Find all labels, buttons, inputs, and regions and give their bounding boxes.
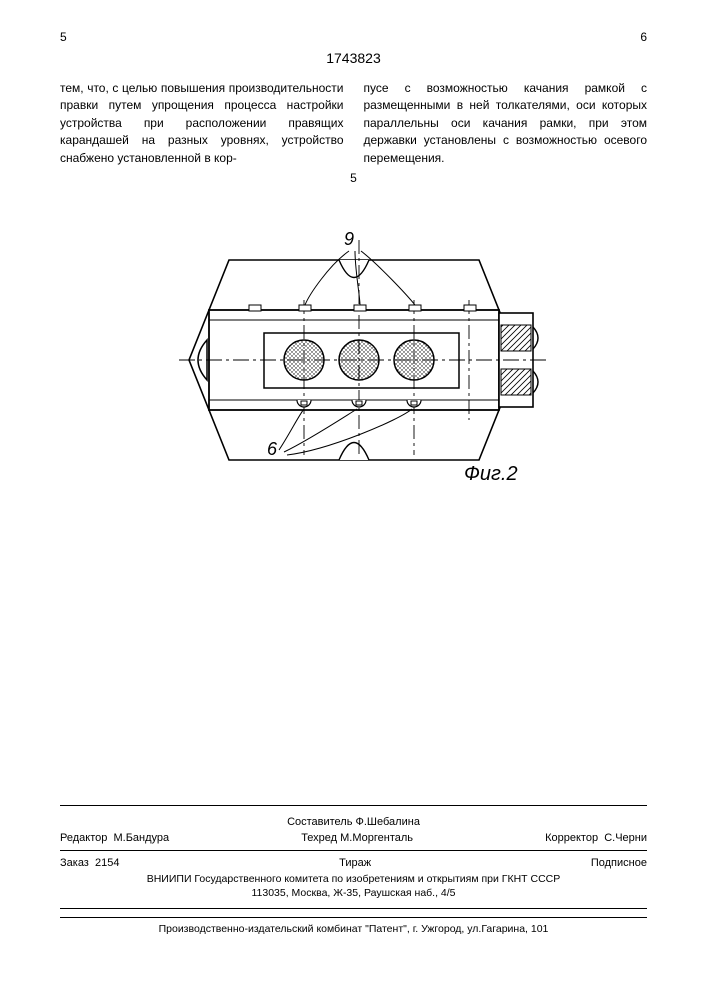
document-number: 1743823 bbox=[60, 50, 647, 66]
blank-space bbox=[60, 505, 647, 785]
patent-page: 5 6 1743823 тем, что, с целью повышения … bbox=[0, 0, 707, 1000]
callout-6: 6 bbox=[267, 439, 278, 459]
page-number-row: 5 6 bbox=[60, 30, 647, 44]
techred-cell: Техред М.Моргенталь bbox=[301, 832, 413, 844]
circulation-cell: Тираж bbox=[339, 857, 371, 869]
compiler-line: Составитель Ф.Шебалина bbox=[60, 816, 647, 828]
figure-2: 9 6 Фиг.2 bbox=[149, 205, 559, 505]
page-number-right: 6 bbox=[640, 30, 647, 44]
page-number-left: 5 bbox=[60, 30, 67, 44]
publisher-block: ВНИИПИ Государственного комитета по изоб… bbox=[60, 873, 647, 900]
credits-row-2: Заказ 2154 Тираж Подписное bbox=[60, 850, 647, 869]
callout-9: 9 bbox=[344, 229, 354, 249]
column-left: тем, что, с целью повышения производител… bbox=[60, 80, 344, 167]
figure-svg: 9 6 Фиг.2 bbox=[149, 205, 559, 505]
figure-caption: Фиг.2 bbox=[464, 463, 518, 485]
column-footer-number: 5 bbox=[60, 171, 647, 185]
text-columns: тем, что, с целью повышения производител… bbox=[60, 80, 647, 167]
subscription-cell: Подписное bbox=[591, 857, 647, 869]
order-cell: Заказ 2154 bbox=[60, 857, 119, 869]
publisher-line-1: ВНИИПИ Государственного комитета по изоб… bbox=[60, 873, 647, 887]
credits-block: Составитель Ф.Шебалина Редактор М.Бандур… bbox=[60, 805, 647, 909]
column-right: пусе с возможностью качания рамкой с раз… bbox=[364, 80, 648, 167]
credits-row-1: Редактор М.Бандура Техред М.Моргенталь К… bbox=[60, 832, 647, 844]
corrector-cell: Корректор С.Черни bbox=[545, 832, 647, 844]
publisher-line-2: 113035, Москва, Ж-35, Раушская наб., 4/5 bbox=[60, 887, 647, 901]
footer-line: Производственно-издательский комбинат "П… bbox=[60, 917, 647, 935]
editor-cell: Редактор М.Бандура bbox=[60, 832, 169, 844]
